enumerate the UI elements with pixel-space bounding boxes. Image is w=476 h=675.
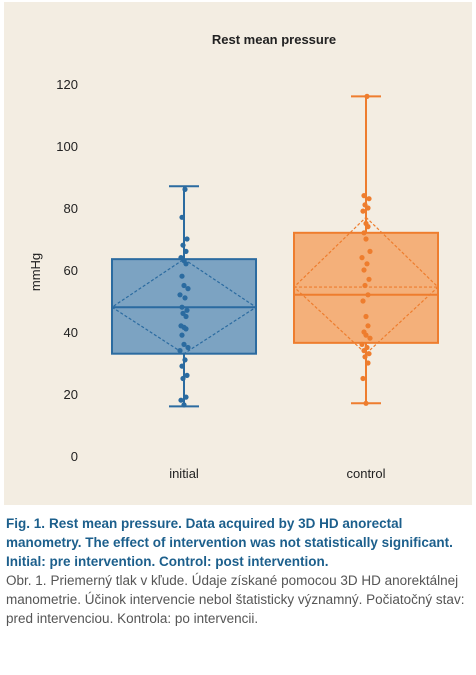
data-point [364,93,370,99]
data-point [177,348,183,354]
chart-title: Rest mean pressure [212,32,336,47]
data-point [363,313,369,320]
x-tick-labels: initial control [169,466,385,481]
data-point [361,193,367,199]
data-point [366,351,372,357]
data-point [184,236,190,242]
data-point [180,242,186,248]
y-tick-label: 40 [64,325,78,340]
data-point [180,375,186,382]
data-point [179,214,185,220]
box-plot-chart: Rest mean pressure mmHg 020406080100120 … [28,32,439,481]
data-point [181,402,187,408]
data-point [360,208,366,214]
data-point [178,323,184,329]
y-tick-labels: 0 20 40 60 80 100 120 [56,77,78,464]
data-point [185,286,191,292]
y-tick-label: 0 [71,449,78,464]
data-point [182,357,188,363]
x-tick-label: control [346,466,385,481]
data-point [180,310,186,316]
data-point [363,236,369,242]
data-point [181,341,187,347]
data-point [365,360,371,366]
data-point [360,298,366,304]
caption-slovak-label: Obr. 1. [6,573,47,588]
caption-english-text: Rest mean pressure. Data acquired by 3D … [6,516,453,569]
data-point [364,344,370,351]
data-point [365,292,371,298]
y-tick-label: 100 [56,139,78,154]
caption-slovak: Obr. 1. Priemerný tlak v kľude. Údaje zís… [6,571,472,628]
data-point [367,248,373,254]
y-tick-label: 60 [64,263,78,278]
data-point [179,304,185,310]
data-point [364,261,370,267]
data-point [362,354,368,360]
data-point [179,273,185,279]
data-point [361,267,367,273]
data-point [362,202,368,208]
figure-caption: Fig. 1. Rest mean pressure. Data acquired… [6,514,472,628]
data-point [359,255,365,261]
y-tick-label: 120 [56,77,78,92]
data-point [183,394,189,400]
data-point [181,282,187,289]
caption-english: Fig. 1. Rest mean pressure. Data acquired… [6,514,472,571]
control-box-group [293,93,439,406]
chart-panel: Rest mean pressure mmHg 0 20 40 60 80 100 120 … [4,2,472,505]
initial-box-group [110,185,258,408]
data-point [363,220,369,227]
data-point [365,323,371,329]
data-point [178,255,184,261]
mean-sd-diamond [110,258,258,355]
y-tick-label: 80 [64,201,78,216]
data-point [362,282,368,289]
y-tick-label: 20 [64,387,78,402]
data-point [178,397,184,403]
data-point [182,186,188,192]
data-point [182,295,188,301]
data-point [185,344,191,351]
data-point [179,332,185,338]
data-point [179,363,185,369]
data-point [184,307,190,313]
data-point [360,375,366,382]
caption-english-label: Fig. 1. [6,516,46,531]
data-point [361,230,367,236]
mean-sd-diamond [293,216,439,355]
data-point [177,292,183,298]
y-axis-label: mmHg [28,253,43,291]
data-point [366,276,372,282]
data-point [184,372,190,378]
data-point [361,329,367,335]
data-point [367,335,373,341]
data-point [366,196,372,202]
boxes [110,93,439,408]
data-point [363,400,369,406]
data-point [183,248,189,254]
x-tick-label: initial [169,466,199,481]
data-point [359,341,365,347]
caption-slovak-text: Priemerný tlak v kľude. Údaje získané po… [6,573,465,626]
